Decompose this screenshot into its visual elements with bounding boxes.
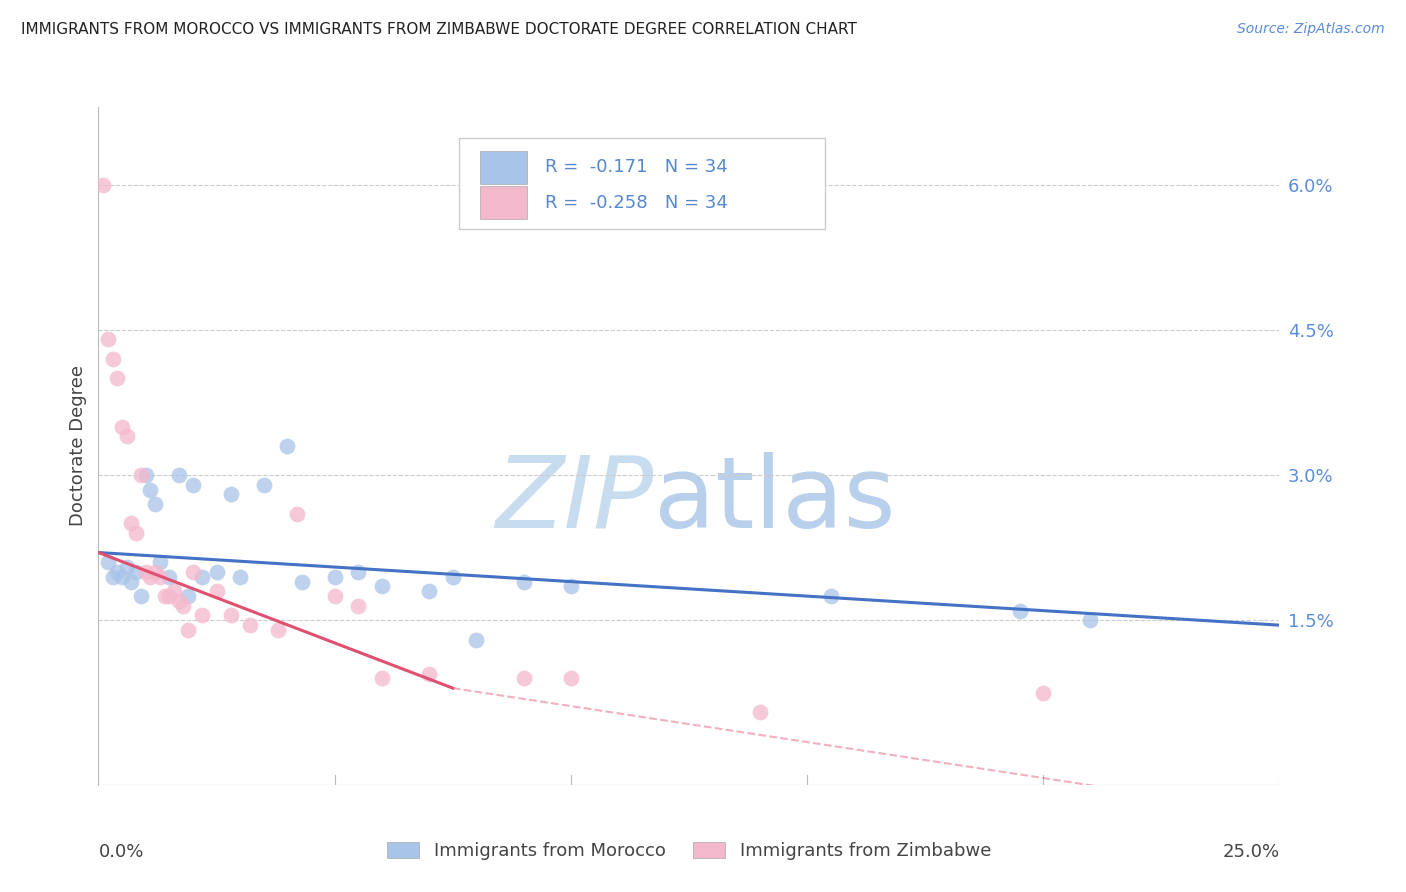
Point — [512, 672, 534, 686]
Point — [418, 584, 440, 599]
Point — [347, 565, 370, 579]
Point — [748, 706, 770, 720]
Point — [125, 565, 148, 579]
Point — [276, 439, 298, 453]
Point — [820, 589, 842, 603]
Point — [105, 565, 128, 579]
Text: IMMIGRANTS FROM MOROCCO VS IMMIGRANTS FROM ZIMBABWE DOCTORATE DEGREE CORRELATION: IMMIGRANTS FROM MOROCCO VS IMMIGRANTS FR… — [21, 22, 858, 37]
Point — [101, 351, 124, 366]
FancyBboxPatch shape — [479, 186, 527, 219]
Point — [101, 570, 124, 584]
Point — [371, 579, 394, 593]
Point — [181, 477, 204, 491]
Text: atlas: atlas — [654, 451, 896, 549]
Point — [149, 570, 172, 584]
Point — [135, 468, 157, 483]
Point — [167, 594, 190, 608]
Point — [239, 618, 262, 632]
Point — [115, 429, 138, 443]
Point — [1032, 686, 1054, 700]
Point — [205, 565, 228, 579]
Point — [267, 623, 290, 637]
FancyBboxPatch shape — [479, 151, 527, 184]
Point — [323, 570, 346, 584]
Point — [253, 477, 276, 491]
Point — [418, 666, 440, 681]
Point — [129, 468, 152, 483]
Text: ZIP: ZIP — [495, 451, 654, 549]
Text: R =  -0.171   N = 34: R = -0.171 N = 34 — [546, 159, 727, 177]
Text: R =  -0.258   N = 34: R = -0.258 N = 34 — [546, 194, 728, 211]
Point — [153, 589, 176, 603]
Point — [219, 608, 242, 623]
Point — [290, 574, 312, 589]
Point — [121, 516, 143, 531]
Point — [441, 570, 464, 584]
Y-axis label: Doctorate Degree: Doctorate Degree — [69, 366, 87, 526]
Point — [512, 574, 534, 589]
Point — [465, 632, 488, 647]
Point — [121, 574, 143, 589]
Point — [1080, 613, 1102, 627]
Text: 0.0%: 0.0% — [98, 843, 143, 861]
Text: 25.0%: 25.0% — [1222, 843, 1279, 861]
Point — [157, 570, 180, 584]
Point — [111, 419, 134, 434]
Point — [97, 333, 120, 347]
Point — [97, 555, 120, 569]
Point — [219, 487, 242, 501]
Point — [347, 599, 370, 613]
Point — [111, 570, 134, 584]
Point — [167, 468, 190, 483]
Point — [205, 584, 228, 599]
Point — [177, 589, 200, 603]
Point — [177, 623, 200, 637]
Point — [172, 599, 194, 613]
Point — [157, 589, 180, 603]
Point — [229, 570, 252, 584]
Point — [135, 565, 157, 579]
Point — [285, 507, 308, 521]
Point — [371, 672, 394, 686]
Point — [143, 497, 166, 511]
FancyBboxPatch shape — [458, 137, 825, 229]
Point — [163, 584, 186, 599]
Point — [139, 570, 162, 584]
Legend: Immigrants from Morocco, Immigrants from Zimbabwe: Immigrants from Morocco, Immigrants from… — [380, 835, 998, 867]
Point — [91, 178, 114, 192]
Point — [125, 526, 148, 541]
Point — [1008, 604, 1031, 618]
Point — [143, 565, 166, 579]
Text: Source: ZipAtlas.com: Source: ZipAtlas.com — [1237, 22, 1385, 37]
Point — [560, 672, 582, 686]
Point — [191, 570, 214, 584]
Point — [115, 560, 138, 574]
Point — [560, 579, 582, 593]
Point — [181, 565, 204, 579]
Point — [129, 589, 152, 603]
Point — [323, 589, 346, 603]
Point — [105, 371, 128, 385]
Point — [149, 555, 172, 569]
Point — [139, 483, 162, 497]
Point — [191, 608, 214, 623]
